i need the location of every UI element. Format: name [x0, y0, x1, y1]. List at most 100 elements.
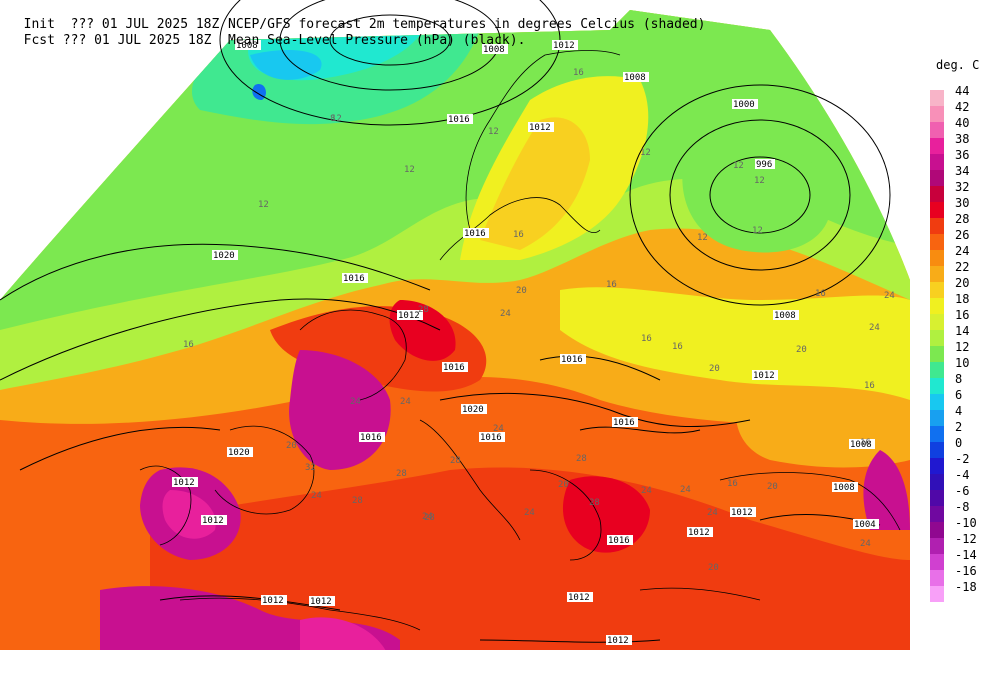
- legend-label: -4: [955, 468, 970, 482]
- temperature-label: 24: [524, 508, 535, 518]
- legend-label: 26: [955, 228, 970, 242]
- isobar-label-bg: [342, 273, 368, 283]
- legend-swatch: [930, 554, 944, 570]
- temperature-label: 12: [754, 176, 765, 186]
- temperature-label: 16: [815, 289, 826, 299]
- temperature-label: 20: [767, 482, 778, 492]
- isobar-label: 1016: [464, 229, 486, 239]
- product-description-pressure: Mean Sea-Level Pressure (hPa) (black).: [228, 33, 526, 48]
- isobar-label-bg: [755, 159, 775, 169]
- legend-swatch: [930, 170, 944, 186]
- temperature-label: 12: [258, 200, 269, 210]
- legend-swatch: [930, 426, 944, 442]
- legend-swatch: [930, 506, 944, 522]
- temperature-label: 16: [727, 479, 738, 489]
- temperature-label: 16: [606, 280, 617, 290]
- isobar-label: 1012: [568, 593, 590, 603]
- temperature-label: 12: [488, 127, 499, 137]
- legend-swatch: [930, 442, 944, 458]
- isobar-label-bg: [606, 635, 632, 645]
- legend-swatch: [930, 202, 944, 218]
- legend-swatch: [930, 234, 944, 250]
- legend-swatch: [930, 458, 944, 474]
- isobar-label: 1016: [343, 274, 365, 284]
- isobar-label-bg: [397, 310, 423, 320]
- temperature-label: 20: [558, 480, 569, 490]
- isobar-label: 1008: [236, 41, 258, 51]
- isobar-label-bg: [528, 122, 554, 132]
- legend-label: 20: [955, 276, 970, 290]
- temperature-label: 24: [869, 323, 880, 333]
- isobar-label: 1012: [398, 311, 420, 321]
- legend-swatch: [930, 474, 944, 490]
- legend-label: -18: [955, 580, 977, 594]
- product-description-temp: NCEP/GFS forecast 2m temperatures in deg…: [228, 17, 706, 32]
- isobar-label-bg: [623, 72, 649, 82]
- legend-label: 28: [955, 212, 970, 226]
- isobar-label: 1004: [854, 520, 876, 530]
- legend-label: 4: [955, 404, 963, 418]
- temperature-label: 32: [305, 463, 316, 473]
- legend-swatch: [930, 250, 944, 266]
- isobar-label-bg: [752, 370, 778, 380]
- legend-swatch: [930, 282, 944, 298]
- legend-label: 30: [955, 196, 970, 210]
- isobar-label: 1012: [310, 597, 332, 607]
- isobar-label-bg: [359, 432, 385, 442]
- legend-label: -6: [955, 484, 970, 498]
- temperature-label: 20: [708, 563, 719, 573]
- legend-swatch: [930, 186, 944, 202]
- legend-label: -16: [955, 564, 977, 578]
- legend-label: 36: [955, 148, 970, 162]
- temperature-label: 24: [860, 539, 871, 549]
- header-line-1: Init ??? 01 JUL 2025 18Z NCEP/GFS forecas…: [8, 1, 706, 33]
- temperature-label: 28: [450, 456, 461, 466]
- legend-label: -8: [955, 500, 970, 514]
- isobar-label-bg: [227, 447, 253, 457]
- isobar-label: 1008: [483, 45, 505, 55]
- legend-swatch: [930, 490, 944, 506]
- temperature-label: 16: [183, 340, 194, 350]
- temperature-label: 12: [640, 148, 651, 158]
- temperature-label: 16: [860, 438, 871, 448]
- temperature-label: 28: [589, 498, 600, 508]
- legend-label: 0: [955, 436, 963, 450]
- legend-swatch: [930, 90, 944, 106]
- legend-label: 12: [955, 340, 970, 354]
- legend-label: -10: [955, 516, 977, 530]
- isobar-label: 1012: [753, 371, 775, 381]
- legend-swatch: [930, 394, 944, 410]
- isobar-label: 1020: [228, 448, 250, 458]
- legend-swatch: [930, 362, 944, 378]
- isobar-label: 1016: [360, 433, 382, 443]
- isobar-label-bg: [732, 99, 758, 109]
- legend-swatch: [930, 218, 944, 234]
- isobar-label-bg: [730, 507, 756, 517]
- legend-swatch: [930, 122, 944, 138]
- legend-label: 38: [955, 132, 970, 146]
- isobar-label-bg: [607, 535, 633, 545]
- init-time: Init ??? 01 JUL 2025 18Z: [23, 17, 220, 32]
- isobar-label: 1012: [731, 508, 753, 518]
- isobar-label: 1008: [850, 440, 872, 450]
- legend-label: 32: [955, 180, 970, 194]
- temperature-label: 12: [752, 226, 763, 236]
- legend-swatch: [930, 314, 944, 330]
- temperature-label: 20: [516, 286, 527, 296]
- legend-swatch: [930, 266, 944, 282]
- temperature-label: 24: [884, 291, 895, 301]
- temperature-label: 24: [500, 309, 511, 319]
- isobar-label: 1012: [262, 596, 284, 606]
- isobar-label: 1008: [624, 73, 646, 83]
- temperature-label: 16: [641, 334, 652, 344]
- isobar-label: 1016: [613, 418, 635, 428]
- legend-label: 22: [955, 260, 970, 274]
- isobar-label: 1012: [173, 478, 195, 488]
- isobar-label-bg: [482, 44, 508, 54]
- temperature-label: 28: [424, 513, 435, 523]
- temperature-label: 24: [350, 397, 361, 407]
- isobar-label: 1020: [462, 405, 484, 415]
- legend-label: 24: [955, 244, 970, 258]
- isobar-label-bg: [212, 250, 238, 260]
- temperature-label: 24: [400, 397, 411, 407]
